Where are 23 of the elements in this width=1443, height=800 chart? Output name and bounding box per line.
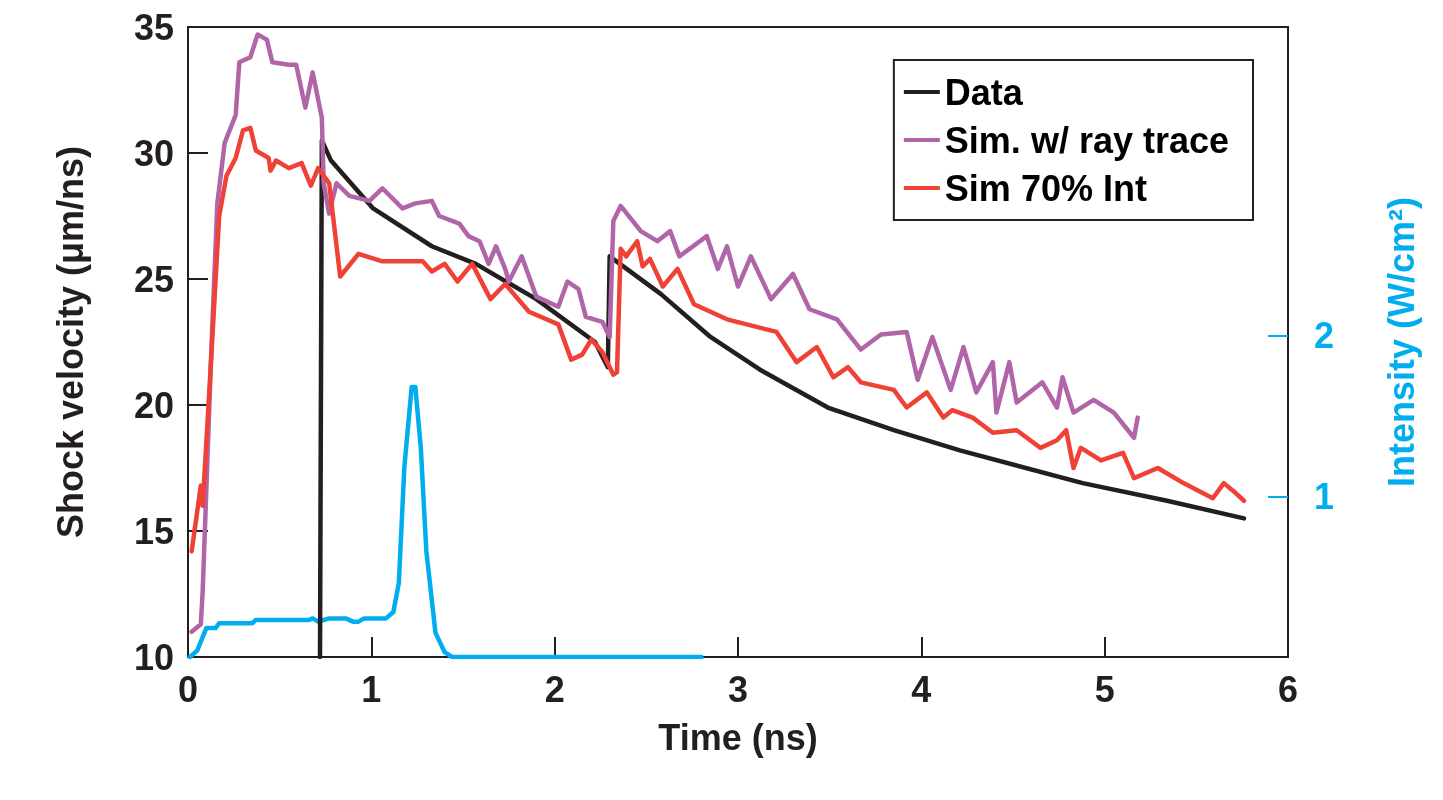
x-tick-label: 2 <box>544 668 565 710</box>
y-tick-label: 10 <box>133 636 174 678</box>
line-series <box>187 384 704 660</box>
x-tick-label: 0 <box>177 668 199 710</box>
x-tick-label: 3 <box>727 668 749 710</box>
y-tick-label: 25 <box>133 258 174 300</box>
x-axis-title: Time (ns) <box>658 716 818 758</box>
x-tick-label: 1 <box>361 668 382 710</box>
y-tick-label: 15 <box>133 510 174 552</box>
y2-tick-label: 1 <box>1314 475 1335 517</box>
y-tick-label: 20 <box>133 384 174 426</box>
y-tick-label: 30 <box>133 132 174 174</box>
y2-axis-title: Intensity (W/cm²) <box>1380 196 1422 488</box>
x-tick-label: 4 <box>911 668 932 710</box>
y2-tick-label: 2 <box>1314 315 1335 357</box>
y-tick-label: 35 <box>133 6 174 48</box>
legend-label: Sim. w/ ray trace <box>944 119 1230 161</box>
legend-label: Data <box>944 71 1024 113</box>
line-series <box>189 125 1247 554</box>
legend-label: Sim 70% Int <box>944 167 1147 209</box>
y-axis-title: Shock velocity (μm/ns) <box>49 145 91 539</box>
x-tick-label: 6 <box>1277 668 1299 710</box>
x-tick-label: 5 <box>1094 668 1115 710</box>
